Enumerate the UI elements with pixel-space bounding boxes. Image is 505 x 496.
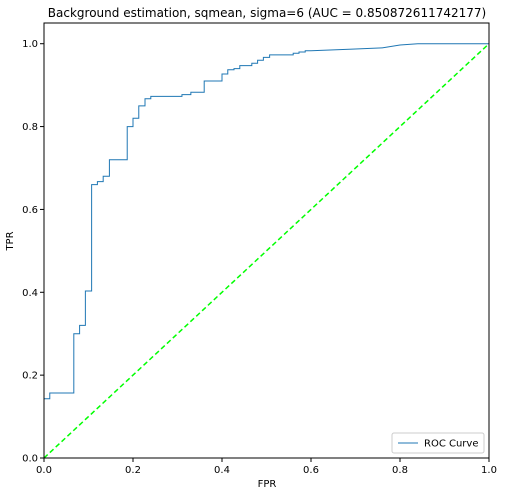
y-tick-label: 0.8 xyxy=(22,122,38,133)
plot-frame xyxy=(44,23,489,458)
chart-title: Background estimation, sqmean, sigma=6 (… xyxy=(48,6,486,20)
y-axis-label: TPR xyxy=(5,231,16,251)
y-tick-label: 0.0 xyxy=(22,454,38,465)
x-tick-label: 0.8 xyxy=(392,465,408,476)
x-tick-label: 0.2 xyxy=(125,465,141,476)
x-tick-label: 0.4 xyxy=(214,465,230,476)
y-tick-label: 0.2 xyxy=(22,371,38,382)
x-tick-label: 0.0 xyxy=(36,465,52,476)
x-axis-label: FPR xyxy=(258,479,277,490)
x-tick-label: 1.0 xyxy=(481,465,497,476)
diagonal-reference-line xyxy=(44,44,489,458)
y-axis-ticks: 0.0 0.2 0.4 0.6 0.8 1.0 xyxy=(22,39,44,464)
x-axis-ticks: 0.0 0.2 0.4 0.6 0.8 1.0 xyxy=(36,458,497,476)
y-tick-label: 0.4 xyxy=(22,288,38,299)
y-tick-label: 1.0 xyxy=(22,39,38,50)
x-tick-label: 0.6 xyxy=(303,465,319,476)
legend-label: ROC Curve xyxy=(424,439,478,450)
y-tick-label: 0.6 xyxy=(22,205,38,216)
legend: ROC Curve xyxy=(392,433,484,453)
plot-area xyxy=(44,23,489,458)
